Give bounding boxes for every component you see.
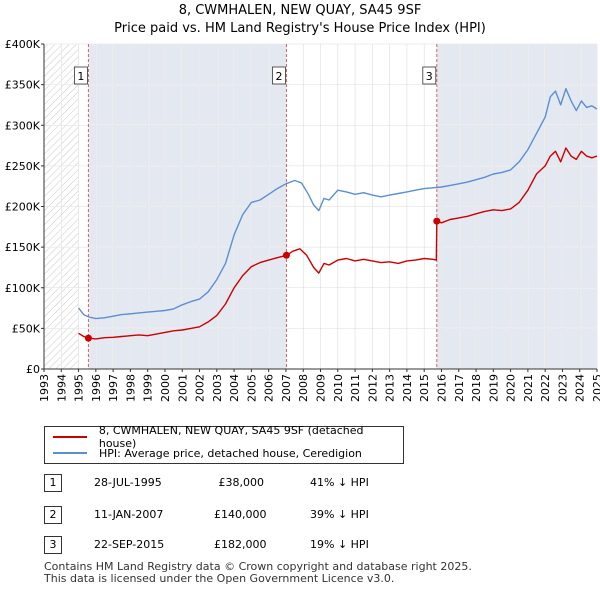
legend: 8, CWMHALEN, NEW QUAY, SA45 9SF (detache… [44,424,404,464]
x-tick-label: 2007 [280,374,293,402]
x-tick-label: 1993 [38,374,51,402]
x-tick-label: 2015 [418,374,431,402]
legend-property: 8, CWMHALEN, NEW QUAY, SA45 9SF (detache… [53,424,403,450]
x-tick-label: 2022 [539,374,552,402]
legend-hpi-swatch [53,452,87,454]
y-tick-label: £350K [5,79,41,92]
property-price-line [78,147,598,340]
y-tick-label: £250K [5,160,41,173]
sale-row: 3 22-SEP-2015 £182,000 19% ↓ HPI [44,536,464,554]
sale-row: 2 11-JAN-2007 £140,000 39% ↓ HPI [44,506,464,524]
chart-subtitle: Price paid vs. HM Land Registry's House … [114,21,486,36]
sale-point [433,217,441,225]
y-tick-label: £0 [26,363,40,376]
sale-price: £38,000 [218,476,265,489]
chart-title: 8, CWMHALEN, NEW QUAY, SA45 9SF [178,3,422,18]
x-tick-label: 2024 [574,374,587,402]
x-tick-label: 2009 [315,374,328,402]
sale-hpi-diff: 19% ↓ HPI [310,538,369,551]
sale-marker-label: 2 [275,70,282,83]
sale-date: 22-SEP-2015 [94,538,165,551]
hpi-line [78,87,598,320]
sale-row: 1 28-JUL-1995 £38,000 41% ↓ HPI [44,474,464,492]
footer: Contains HM Land Registry data © Crown c… [44,561,472,585]
sale-hpi-diff: 41% ↓ HPI [310,476,369,489]
x-tick-label: 2023 [556,374,569,402]
footer-copyright: Contains HM Land Registry data © Crown c… [44,560,472,573]
y-tick-label: £200K [5,201,41,214]
x-tick-label: 2003 [211,374,224,402]
x-tick-label: 2018 [470,374,483,402]
y-tick-label: £300K [5,119,41,132]
sale-marker-box [422,66,437,85]
x-tick-label: 2014 [401,374,414,402]
x-tick-label: 2012 [366,374,379,402]
x-tick-label: 1994 [55,374,68,402]
sale-point [84,334,92,342]
x-tick-label: 2011 [349,374,362,402]
x-tick-label: 2005 [245,374,258,402]
sale-number-badge: 2 [44,506,62,524]
x-tick-label: 2021 [522,374,535,402]
legend-hpi-label: HPI: Average price, detached house, Cere… [99,446,362,460]
sale-number-badge: 3 [44,536,62,554]
x-tick-label: 1998 [124,374,137,402]
y-tick-label: £100K [5,282,41,295]
x-tick-label: 2016 [435,374,448,402]
x-tick-label: 2020 [505,374,518,402]
x-tick-label: 2017 [453,374,466,402]
x-tick-label: 2006 [263,374,276,402]
sale-price: £182,000 [214,538,267,551]
sale-date: 28-JUL-1995 [94,476,162,489]
sale-number-badge: 1 [44,474,62,492]
x-tick-label: 2013 [384,374,397,402]
sale-point [282,251,290,259]
sale-marker-box [272,66,286,85]
x-tick-label: 2001 [176,374,189,402]
x-tick-label: 2008 [297,374,310,402]
sale-marker-label: 3 [426,70,433,83]
x-tick-label: 1996 [90,374,103,402]
x-tick-label: 2002 [194,374,207,402]
sale-date: 11-JAN-2007 [94,508,164,521]
x-tick-label: 1997 [107,374,120,402]
sale-price: £140,000 [214,508,267,521]
x-tick-label: 1995 [73,374,86,402]
footer-license: This data is licensed under the Open Gov… [44,572,395,585]
sale-marker-box [74,66,88,85]
legend-property-label: 8, CWMHALEN, NEW QUAY, SA45 9SF (detache… [98,424,364,450]
x-tick-label: 2004 [228,374,241,402]
x-tick-label: 1999 [142,374,155,402]
x-tick-label: 2019 [487,374,500,402]
sale-marker-label: 1 [77,70,84,83]
y-tick-label: £400K [5,38,41,51]
y-tick-label: £150K [5,241,41,254]
price-chart: £0 £50K £100K £150K £200K £250K £300K £350K £400… [5,38,600,402]
x-tick-label: 2025 [591,374,600,402]
x-tick-label: 2000 [159,374,172,402]
legend-property-swatch [53,436,87,438]
y-tick-label: £50K [12,322,41,335]
legend-hpi: HPI: Average price, detached house, Cere… [53,445,362,461]
sale-hpi-diff: 39% ↓ HPI [310,508,369,521]
x-tick-label: 2010 [332,374,345,402]
